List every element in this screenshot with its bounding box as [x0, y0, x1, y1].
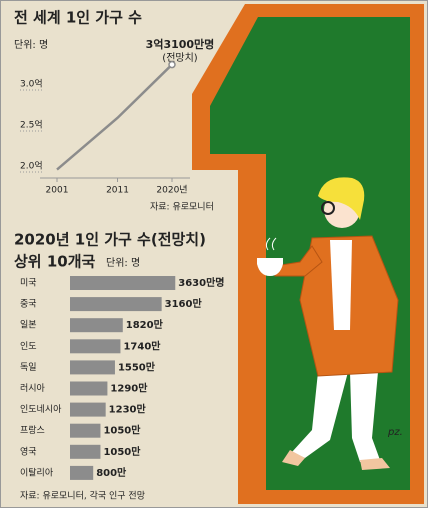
infographic: pz. 전 세계 1인 가구 수 단위: 명 (전망치) 자료: 유로모니터 2… [0, 0, 428, 508]
chart-title: 전 세계 1인 가구 수 [14, 9, 142, 27]
chart-title: 2020년 1인 가구 수(전망치) [14, 231, 206, 249]
x-tick-label: 2020년 [156, 185, 187, 196]
bar [70, 424, 100, 438]
category-label: 일본 [20, 320, 37, 331]
x-tick-label: 2011 [106, 186, 129, 196]
x-tick-label: 2001 [46, 186, 69, 196]
category-label: 인도 [20, 341, 37, 352]
bar [70, 318, 123, 332]
category-label: 미국 [20, 278, 37, 289]
value-label: 1050만 [103, 445, 141, 458]
category-label: 인도네시아 [20, 404, 62, 415]
value-label: 1740만 [123, 339, 161, 352]
y-tick-label: 3.0억 [20, 78, 43, 90]
source: 자료: 유로모니터 [150, 202, 214, 213]
annotation: (전망치) [162, 52, 198, 64]
value-label: 1290만 [110, 382, 148, 395]
category-label: 독일 [20, 362, 37, 373]
category-label: 영국 [20, 446, 37, 457]
bar [70, 339, 120, 353]
bar [70, 297, 162, 311]
category-label: 이탈리아 [20, 467, 54, 478]
bar [70, 466, 93, 480]
unit-label: 단위: 명 [14, 38, 48, 51]
bar [70, 382, 107, 396]
source: 자료: 유로모니터, 각국 인구 전망 [20, 490, 145, 502]
bar [70, 360, 115, 374]
point [169, 62, 175, 68]
value-label: 1550만 [118, 360, 156, 373]
bar [70, 445, 100, 459]
value-label: 1820만 [126, 318, 164, 331]
value-label: 1230만 [109, 403, 147, 416]
category-label: 러시아 [20, 383, 46, 394]
chart-subtitle: 상위 10개국 [14, 253, 95, 271]
category-label: 프랑스 [20, 424, 45, 436]
signature: pz. [387, 427, 403, 438]
category-label: 중국 [20, 299, 37, 310]
value-label: 1050만 [103, 424, 141, 437]
y-tick-label: 2.0억 [20, 160, 43, 172]
value-label: 3160만 [165, 297, 203, 310]
unit-label: 단위: 명 [106, 256, 140, 269]
y-tick-label: 2.5억 [20, 119, 43, 131]
value-label: 3630만명 [178, 276, 224, 289]
value-label: 3억3100만명 [146, 37, 215, 51]
bar [70, 403, 106, 417]
bar [70, 276, 175, 290]
value-label: 800만 [96, 466, 127, 479]
